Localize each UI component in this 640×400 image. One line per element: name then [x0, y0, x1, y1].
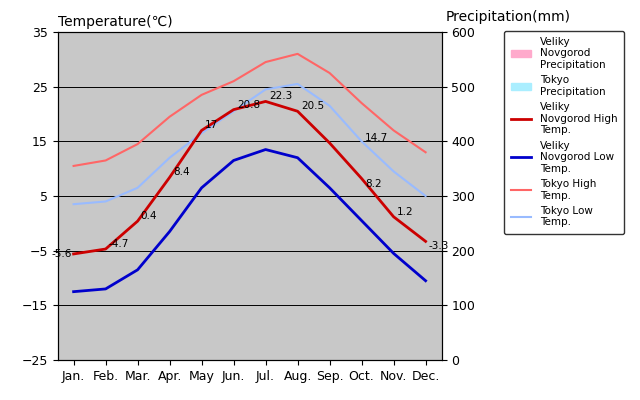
Text: Precipitation(mm): Precipitation(mm)	[445, 10, 570, 24]
Text: Temperature(℃): Temperature(℃)	[58, 16, 172, 30]
Bar	[189, 360, 202, 400]
Text: 8.2: 8.2	[365, 178, 381, 188]
Text: 22.3: 22.3	[269, 92, 292, 102]
Bar	[221, 360, 234, 400]
Text: 0.4: 0.4	[141, 211, 157, 221]
Bar	[253, 360, 266, 400]
Bar	[74, 360, 86, 400]
Text: -5.6: -5.6	[52, 249, 72, 259]
Bar	[381, 360, 394, 400]
Text: 1.2: 1.2	[397, 207, 413, 217]
Bar	[170, 360, 182, 400]
Bar	[362, 360, 374, 390]
Bar	[394, 360, 406, 400]
Text: 8.4: 8.4	[173, 168, 189, 178]
Text: -3.3: -3.3	[429, 241, 449, 251]
Bar	[298, 360, 310, 400]
Bar	[202, 360, 214, 400]
Text: 17: 17	[205, 120, 218, 130]
Text: 20.8: 20.8	[237, 100, 260, 110]
Bar	[106, 360, 118, 400]
Bar	[317, 360, 330, 400]
Bar	[426, 360, 438, 400]
Bar	[285, 360, 298, 400]
Bar	[234, 360, 246, 400]
Legend: Veliky
Novgorod
Precipitation, Tokyo
Precipitation, Veliky
Novgorod High
Temp., : Veliky Novgorod Precipitation, Tokyo Pre…	[504, 31, 624, 234]
Bar	[157, 360, 170, 400]
Bar	[266, 360, 278, 400]
Text: -4.7: -4.7	[109, 239, 129, 249]
Text: 14.7: 14.7	[365, 133, 388, 143]
Bar	[330, 360, 342, 379]
Bar	[61, 360, 74, 400]
Bar	[413, 360, 426, 400]
Bar	[349, 360, 362, 400]
Text: 20.5: 20.5	[301, 101, 324, 111]
Bar	[138, 360, 150, 400]
Bar	[93, 360, 106, 400]
Bar	[125, 360, 138, 400]
